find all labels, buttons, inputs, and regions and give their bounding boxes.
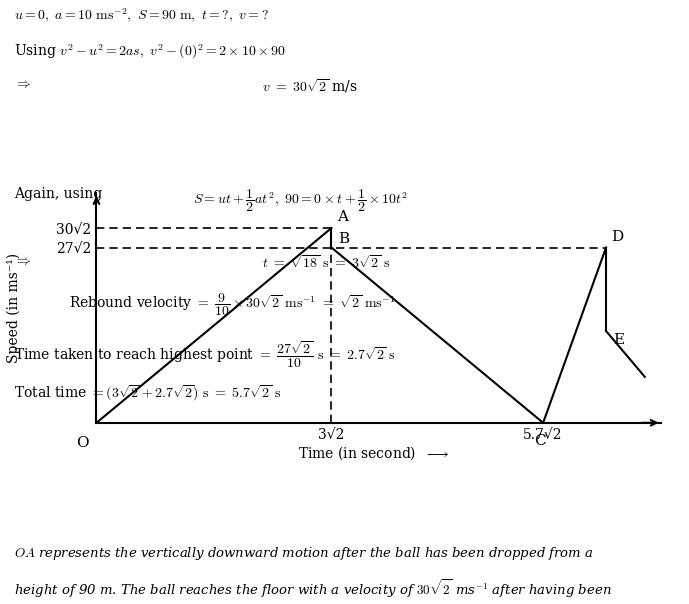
Text: $v\ =\ 30\sqrt{2}$ m/s: $v\ =\ 30\sqrt{2}$ m/s [262,77,358,95]
Text: Rebound velocity $=\ \dfrac{9}{10} \times 30\sqrt{2}\ \mathrm{ms}^{-1}\ =\ \sqrt: Rebound velocity $=\ \dfrac{9}{10} \time… [69,292,395,318]
Text: height of 90 m. The ball reaches the floor with a velocity of $30\sqrt{2}$ ms$^{: height of 90 m. The ball reaches the flo… [14,577,611,600]
Text: D: D [612,230,624,244]
Text: Again, using: Again, using [14,187,102,201]
Text: C: C [535,434,546,448]
Text: E: E [613,333,624,347]
Text: Speed (in ms⁻¹): Speed (in ms⁻¹) [6,253,21,363]
Text: O: O [76,435,89,449]
Text: $t\ =\ \sqrt{18}\ \mathrm{s}\ =\ 3\sqrt{2}\ \mathrm{s}$: $t\ =\ \sqrt{18}\ \mathrm{s}\ =\ 3\sqrt{… [262,254,391,271]
Text: $\Rightarrow$: $\Rightarrow$ [14,254,31,268]
Text: Time taken to reach highest point $=\ \dfrac{27\sqrt{2}}{10}\ \mathrm{s}\ =\ 2.7: Time taken to reach highest point $=\ \d… [14,340,395,370]
Text: B: B [338,232,349,246]
Text: Time (in second)  $\longrightarrow$: Time (in second) $\longrightarrow$ [298,444,449,461]
Text: $S = ut + \dfrac{1}{2}at^2,\ 90 = 0 \times t + \dfrac{1}{2} \times 10t^2$: $S = ut + \dfrac{1}{2}at^2,\ 90 = 0 \tim… [193,187,408,214]
Text: Using $v^2 - u^2 = 2as,\ v^2 - (0)^2 = 2 \times 10 \times 90$: Using $v^2 - u^2 = 2as,\ v^2 - (0)^2 = 2… [14,42,286,61]
Text: $u = 0,\ a = 10\ \mathrm{ms}^{-2},\ S = 90\ \mathrm{m},\ t = ?,\ v = ?$: $u = 0,\ a = 10\ \mathrm{ms}^{-2},\ S = … [14,6,269,24]
Text: A: A [337,210,348,224]
Text: Total time $= (3\sqrt{2} + 2.7\sqrt{2})\ \mathrm{s}\ =\ 5.7\sqrt{2}\ \mathrm{s}$: Total time $= (3\sqrt{2} + 2.7\sqrt{2})\… [14,383,281,402]
Text: $\Rightarrow$: $\Rightarrow$ [14,77,31,91]
Text: $OA$ represents the vertically downward motion after the ball has been dropped f: $OA$ represents the vertically downward … [14,545,593,562]
